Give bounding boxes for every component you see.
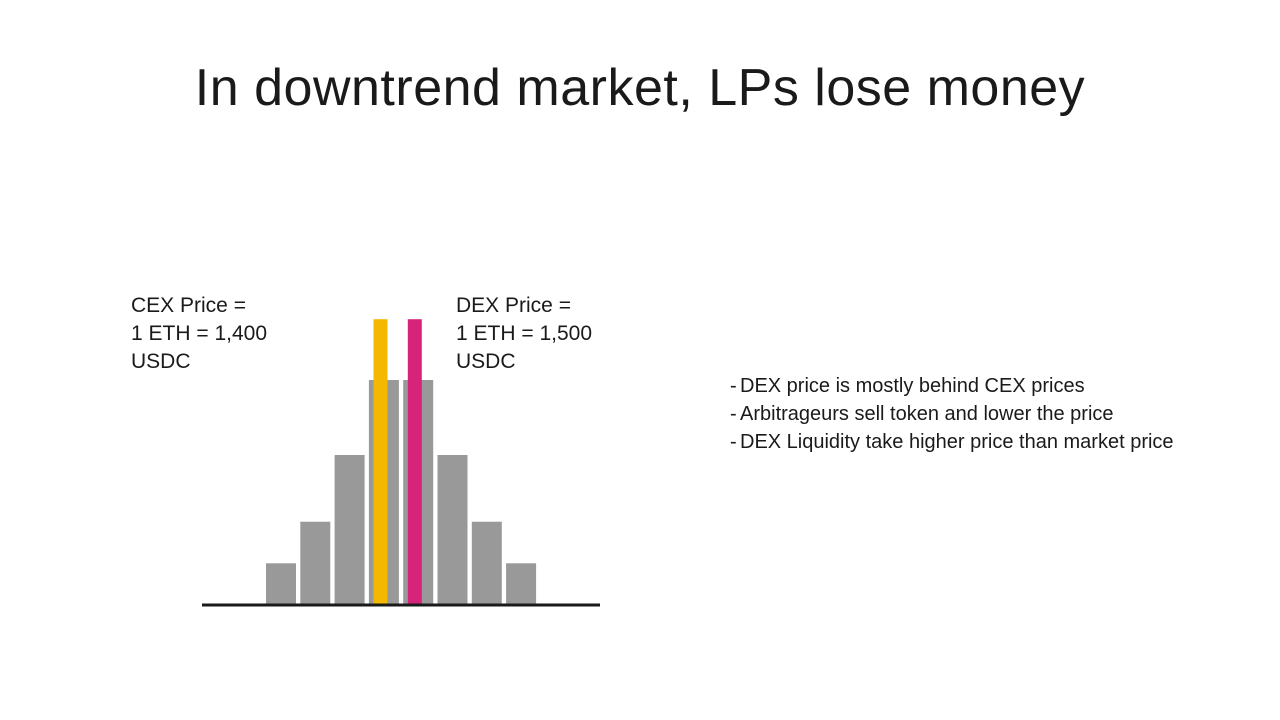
dex-price-label-line: 1 ETH = 1,500 xyxy=(456,322,592,345)
distribution-bar xyxy=(437,455,468,605)
dex-price-label-line: USDC xyxy=(456,350,516,373)
slide-title: In downtrend market, LPs lose money xyxy=(194,59,1086,117)
cex-price-label-line: USDC xyxy=(131,350,191,373)
cex-price-label-line: 1 ETH = 1,400 xyxy=(131,322,267,345)
distribution-bar xyxy=(506,563,537,605)
distribution-bar xyxy=(300,521,331,605)
dex-price-label: DEX Price = 1 ETH = 1,500 USDC xyxy=(456,292,592,376)
price-markers xyxy=(373,319,422,605)
dex-price-label-line: DEX Price = xyxy=(456,294,571,317)
explanation-item: Arbitrageurs sell token and lower the pr… xyxy=(730,400,1200,428)
dex-price-marker xyxy=(407,319,422,605)
explanation-item: DEX Liquidity take higher price than mar… xyxy=(730,428,1200,456)
cex-price-marker xyxy=(373,319,388,605)
distribution-bar xyxy=(266,563,296,605)
distribution-bar xyxy=(334,455,365,605)
explanation-item: DEX price is mostly behind CEX prices xyxy=(730,372,1200,400)
cex-price-label-line: CEX Price = xyxy=(131,294,246,317)
cex-price-label: CEX Price = 1 ETH = 1,400 USDC xyxy=(131,292,267,376)
distribution-bars xyxy=(266,380,537,605)
distribution-bar xyxy=(471,521,502,605)
explanation-list: DEX price is mostly behind CEX prices Ar… xyxy=(730,372,1200,456)
